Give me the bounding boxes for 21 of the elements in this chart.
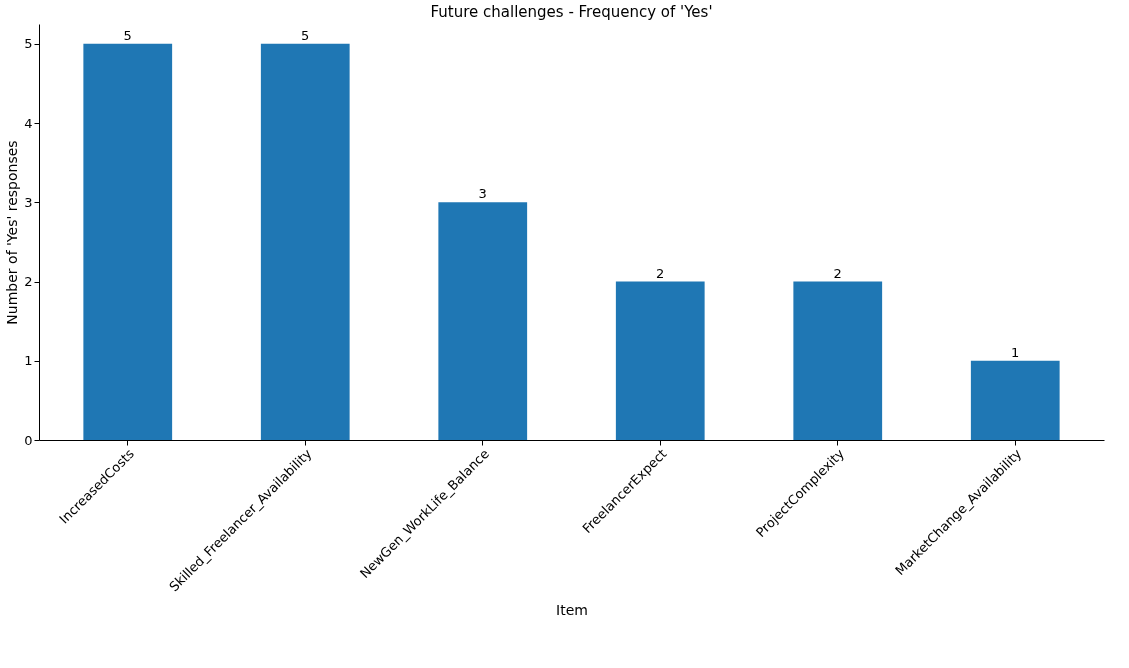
y-tick-label: 2	[24, 274, 33, 290]
bar	[793, 281, 883, 440]
bar	[970, 360, 1060, 440]
bar	[260, 43, 350, 440]
y-tick-label: 0	[24, 432, 33, 448]
bar	[615, 281, 705, 440]
data-label: 5	[123, 27, 132, 43]
data-label: 1	[1011, 344, 1020, 360]
y-tick-label: 3	[24, 194, 33, 210]
data-label: 3	[478, 186, 487, 202]
data-label: 2	[833, 265, 842, 281]
y-tick-label: 1	[24, 353, 33, 369]
data-label: 2	[656, 265, 665, 281]
y-tick-label: 5	[24, 36, 33, 52]
x-axis-title: Item	[556, 602, 588, 619]
data-label: 5	[301, 27, 310, 43]
chart-title: Future challenges - Frequency of 'Yes'	[430, 3, 713, 21]
y-axis-title: Number of 'Yes' responses	[4, 140, 21, 325]
bar	[438, 202, 528, 440]
y-tick-label: 4	[24, 115, 33, 131]
bar	[83, 43, 173, 440]
